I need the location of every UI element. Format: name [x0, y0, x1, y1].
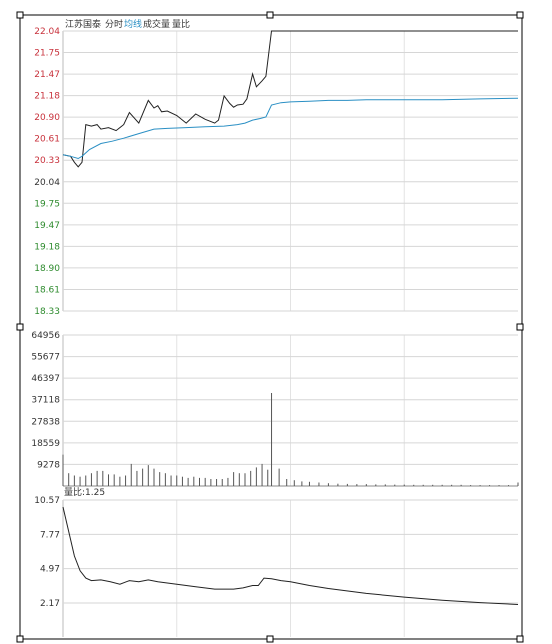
price-tick-label: 21.18 [34, 92, 60, 102]
selection-frame [16, 11, 524, 643]
price-line [62, 30, 518, 168]
ratio-tick-label: 4.97 [40, 565, 60, 575]
avg-price-line [62, 97, 519, 160]
price-tick-label: 20.90 [34, 113, 60, 123]
price-tick-label: 22.04 [34, 27, 60, 37]
volume-tick-label: 18559 [31, 439, 60, 449]
resize-handle-top-left[interactable] [16, 11, 24, 19]
volume-tick-label: 9278 [37, 460, 60, 470]
price-tick-label: 18.33 [34, 307, 60, 317]
resize-handle-bottom-center[interactable] [266, 635, 274, 643]
price-tick-label: 20.61 [34, 135, 60, 145]
ratio-tick-label: 2.17 [40, 599, 60, 609]
price-tick-label: 18.61 [34, 285, 60, 295]
resize-handle-middle-right[interactable] [516, 323, 524, 331]
price-tick-label: 19.75 [34, 199, 60, 209]
price-tick-label: 21.47 [34, 70, 60, 80]
price-tick-label: 18.90 [34, 264, 60, 274]
volume-tick-label: 27838 [31, 417, 60, 427]
resize-handle-top-right[interactable] [516, 11, 524, 19]
resize-handle-bottom-left[interactable] [16, 635, 24, 643]
volume-tick-label: 64956 [31, 331, 60, 341]
ratio-tick-label: 7.77 [40, 530, 60, 540]
resize-handle-top-center[interactable] [266, 11, 274, 19]
price-tick-label: 21.75 [34, 49, 60, 59]
ratio-tick-label: 10.57 [34, 496, 60, 506]
volume-panel: 64956 55677 46397 37118 27838 18559 9278 [31, 331, 519, 487]
resize-handle-middle-left[interactable] [16, 323, 24, 331]
volume-ratio-line [62, 506, 519, 605]
legend-avg-line[interactable]: 均线 [124, 18, 142, 30]
price-tick-label: 20.04 [34, 178, 60, 188]
chart-legend: 江苏国泰 分时 均线 成交量 量比 [65, 18, 190, 30]
volume-tick-label: 37118 [31, 396, 60, 406]
price-tick-label: 19.47 [34, 221, 60, 231]
frame-border [19, 14, 523, 640]
price-panel: 22.04 21.75 21.47 21.18 20.90 20.61 20.33 20.04… [34, 27, 519, 317]
volume-tick-label: 55677 [31, 353, 60, 363]
legend-intraday[interactable]: 分时 [105, 18, 123, 30]
price-tick-label: 20.33 [34, 156, 60, 166]
volume-tick-label: 46397 [31, 374, 60, 384]
price-tick-label: 19.18 [34, 242, 60, 252]
stock-name-label: 江苏国泰 [65, 18, 101, 30]
volume-ratio-panel: 10.57 7.77 4.97 2.17 [34, 496, 519, 637]
legend-volume-ratio[interactable]: 量比 [172, 18, 190, 30]
legend-volume[interactable]: 成交量 [143, 18, 170, 30]
resize-handle-bottom-right[interactable] [516, 635, 524, 643]
ratio-header-label: 量比:1.25 [64, 486, 105, 498]
